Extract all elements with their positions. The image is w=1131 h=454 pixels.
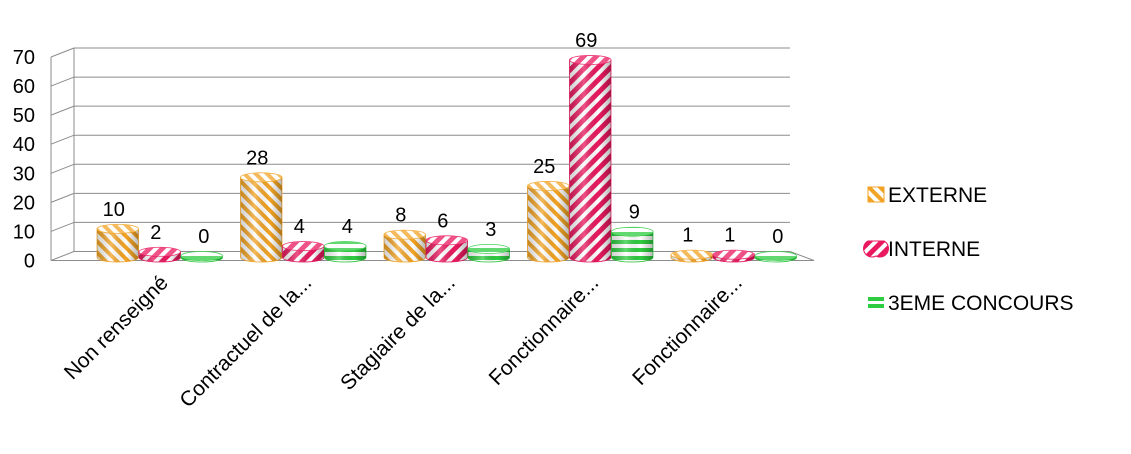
- data-label: 8: [395, 205, 406, 227]
- side-gridline-60: [50, 76, 75, 87]
- side-gridline-10: [50, 221, 75, 232]
- legend-label: 3EME CONCOURS: [888, 292, 1074, 315]
- data-label: 25: [533, 156, 555, 178]
- side-gridline-70: [50, 47, 75, 58]
- bar-externe-0: [96, 223, 139, 263]
- bars: [96, 55, 797, 263]
- bar-3eme-concours-3: [611, 226, 654, 263]
- data-label: 28: [246, 147, 268, 169]
- side-gridline-20: [50, 192, 75, 203]
- side-gridline-40: [50, 134, 75, 145]
- data-label: 69: [575, 30, 597, 52]
- bar-externe-2: [383, 229, 426, 263]
- legend-swatch: [868, 297, 884, 308]
- bar-3eme-concours-0: [180, 251, 223, 263]
- data-label: 1: [682, 225, 693, 247]
- bar-3eme-concours-2: [467, 244, 510, 263]
- data-label: 10: [103, 199, 125, 221]
- bar-3eme-concours-1: [324, 241, 367, 263]
- x-axis-labels: Non renseigné Contractuel de la... Stagiai…: [60, 271, 747, 412]
- legend-item-2: 3EME CONCOURS: [868, 292, 1074, 315]
- side-gridline-30: [50, 163, 75, 174]
- y-tick-label: 50: [13, 105, 35, 127]
- y-axis-ticks: 0 10 20 30 40 50 60 70: [13, 47, 35, 273]
- side-gridline-0: [50, 251, 75, 261]
- y-tick-label: 60: [13, 76, 35, 98]
- y-tick-label: 30: [13, 163, 35, 185]
- legend: EXTERNE INTERNE 3EME CONCOURS: [863, 184, 1074, 315]
- y-tick-label: 10: [13, 221, 35, 243]
- side-gridline-50: [50, 105, 75, 116]
- data-label: 0: [772, 226, 783, 248]
- bar-3eme-concours-4: [754, 251, 797, 263]
- y-tick-label: 0: [24, 251, 35, 273]
- y-tick-label: 20: [13, 192, 35, 214]
- bar-interne-0: [138, 246, 181, 263]
- data-label: 9: [629, 202, 640, 224]
- data-label: 0: [198, 226, 209, 248]
- bar-externe-4: [670, 249, 713, 263]
- legend-label: INTERNE: [888, 238, 980, 261]
- bar-externe-3: [527, 181, 570, 263]
- legend-swatch: [867, 186, 885, 203]
- y-tick-label: 70: [13, 47, 35, 69]
- data-label: 6: [437, 210, 448, 232]
- legend-item-0: EXTERNE: [867, 184, 987, 207]
- bar-externe-1: [240, 172, 283, 263]
- legend-item-1: INTERNE: [863, 238, 980, 261]
- x-tick-label: Fonctionnaire...: [628, 271, 747, 390]
- bar-interne-3: [569, 55, 612, 263]
- data-label: 1: [724, 225, 735, 247]
- data-label: 3: [485, 219, 496, 241]
- bar-interne-4: [712, 249, 755, 263]
- gridlines: [50, 47, 815, 261]
- bar-interne-1: [282, 241, 325, 263]
- x-tick-label: Fonctionnaire...: [485, 271, 604, 390]
- data-label: 2: [150, 222, 161, 244]
- data-label: 4: [294, 216, 305, 238]
- x-tick-label: Stagiaire de la...: [336, 271, 460, 395]
- data-label: 4: [342, 216, 353, 238]
- x-tick-label: Contractuel de la...: [175, 271, 316, 412]
- legend-swatch: [863, 240, 889, 258]
- x-tick-label: Non renseigné: [60, 271, 173, 384]
- bar-interne-2: [425, 235, 468, 263]
- y-tick-label: 40: [13, 134, 35, 156]
- legend-label: EXTERNE: [888, 184, 987, 207]
